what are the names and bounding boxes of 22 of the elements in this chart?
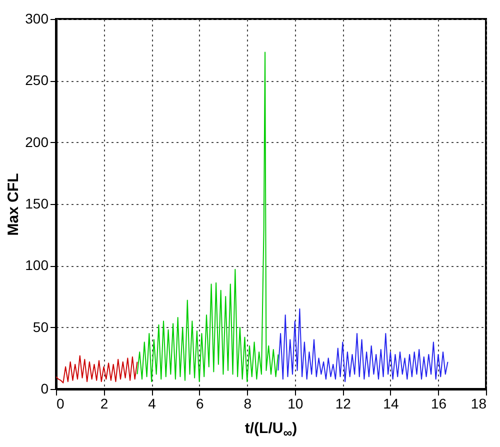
x-tick-label: 6 [196,396,204,412]
x-tick-label: 16 [430,396,447,412]
x-tick-label: 18 [470,396,487,412]
x-axis-title: t/(L/U$_{∞}$) [244,420,298,440]
y-tick-label: 0 [40,380,49,396]
y-tick-label: 100 [25,257,49,274]
x-tick-label: 10 [288,396,304,412]
y-axis-title: Max CFL [5,173,22,236]
x-tick-label: 14 [383,396,399,412]
x-tick-label: 12 [335,396,352,412]
line-series [136,52,279,382]
line-series [278,308,448,382]
x-tick-label: 0 [56,396,64,412]
y-tick-label: 200 [25,134,49,150]
x-tick-label: 4 [148,396,156,412]
x-tick-label: 2 [100,396,108,412]
line-series [56,355,138,384]
y-tick-label: 300 [25,10,49,26]
y-tick-label: 150 [25,196,49,212]
y-tick-label: 250 [25,72,49,88]
x-tick-label: 8 [244,396,252,412]
y-tick-label: 50 [32,318,49,335]
